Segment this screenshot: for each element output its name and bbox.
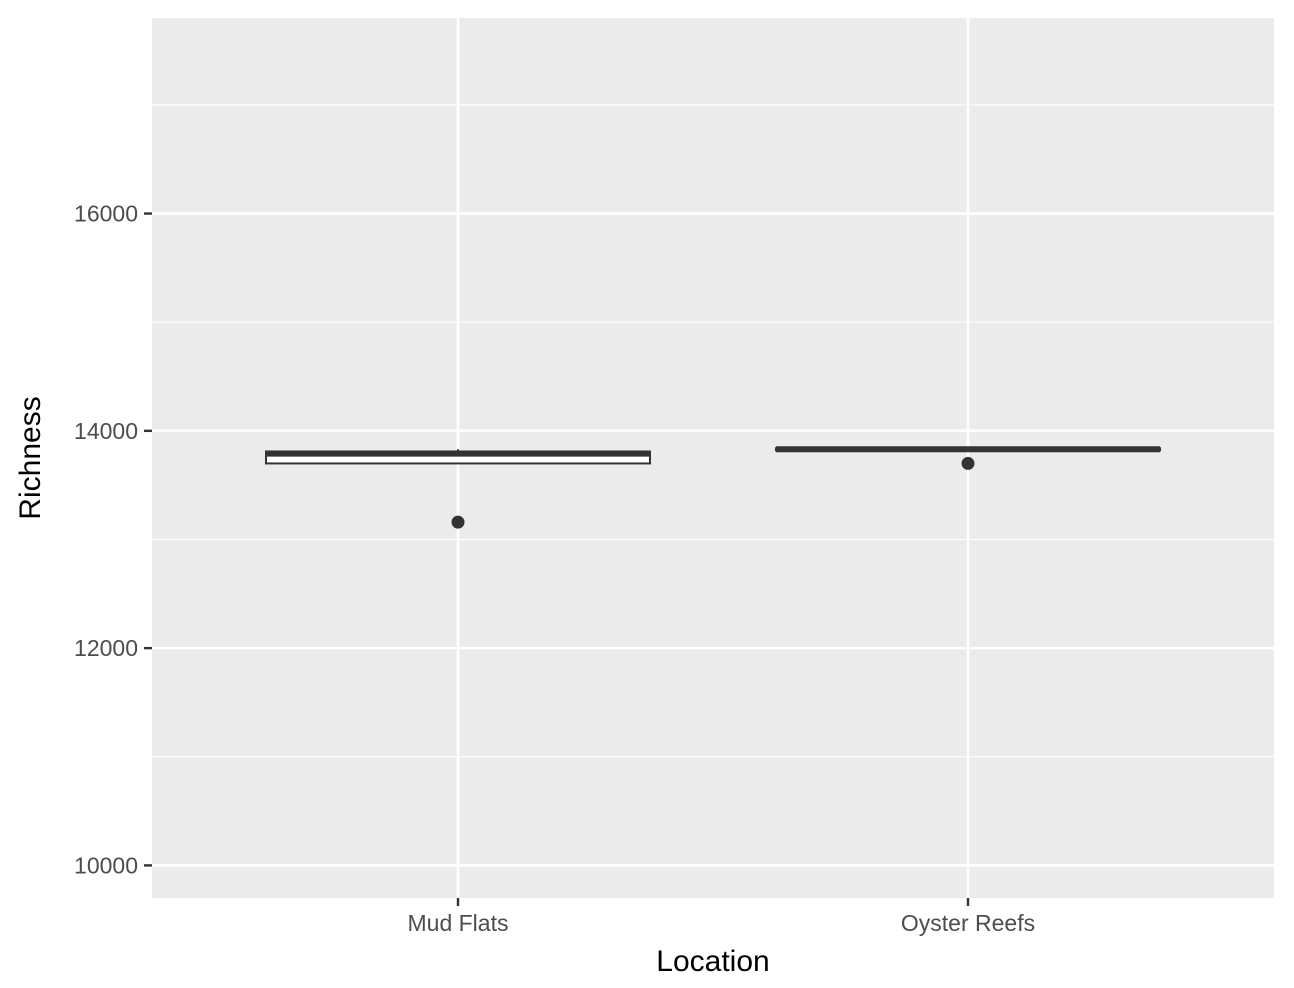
box-group-oyster-reefs bbox=[775, 446, 1161, 470]
y-tick-label: 16000 bbox=[74, 201, 138, 227]
minor-gridlines bbox=[152, 104, 1274, 758]
y-tick-label: 12000 bbox=[74, 635, 138, 661]
y-tick-label: 14000 bbox=[74, 418, 138, 444]
y-axis-title: Richness bbox=[14, 396, 47, 519]
box-group-mud-flats bbox=[265, 449, 651, 529]
outlier-point bbox=[961, 456, 975, 470]
outlier-point bbox=[451, 515, 465, 529]
box-series bbox=[265, 446, 1161, 529]
x-tick-label: Mud Flats bbox=[408, 910, 509, 936]
x-axis-title: Location bbox=[656, 945, 769, 978]
x-tick-label: Oyster Reefs bbox=[901, 910, 1035, 936]
x-axis: Mud Flats Oyster Reefs bbox=[408, 898, 1035, 936]
y-tick-label: 10000 bbox=[74, 852, 138, 878]
y-axis: 10000 12000 14000 16000 bbox=[74, 201, 152, 878]
